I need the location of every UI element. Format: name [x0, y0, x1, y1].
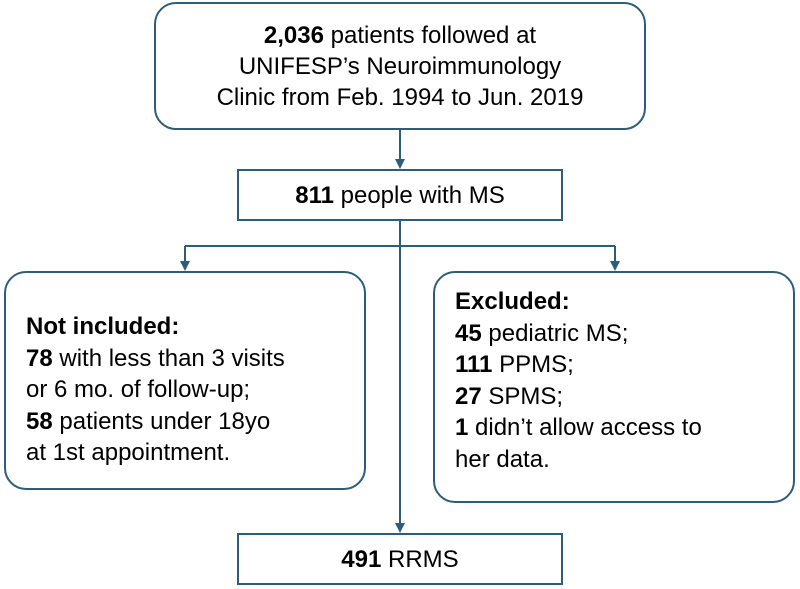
excluded-item-3: 27 SPMS;	[455, 382, 564, 410]
not-included-box: Not included: 78 with less than 3 visits…	[4, 271, 366, 490]
not-included-item-2-cont: at 1st appointment.	[26, 439, 231, 466]
excluded-heading: Excluded:	[455, 288, 570, 315]
excluded-item-1: 45 pediatric MS;	[455, 319, 629, 347]
source-population-box: 2,036 patients followed at UNIFESP’s Neu…	[154, 2, 646, 130]
source-line-1: 2,036 patients followed at	[263, 21, 537, 49]
excluded-item-4-cont: her data.	[455, 445, 550, 473]
excluded-item-4: 1 didn’t allow access to	[455, 414, 702, 441]
ms-line: 811 people with MS	[295, 181, 505, 209]
excluded-box: Excluded: 45 pediatric MS; 111 PPMS; 27 …	[433, 271, 795, 503]
rrms-line: 491 RRMS	[341, 545, 459, 573]
not-included-item-1: 78 with less than 3 visits	[26, 344, 285, 372]
ms-population-box: 811 people with MS	[237, 169, 563, 221]
source-line-3: Clinic from Feb. 1994 to Jun. 2019	[216, 83, 584, 111]
rrms-box: 491 RRMS	[237, 533, 563, 585]
not-included-item-2: 58 patients under 18yo	[26, 407, 271, 435]
not-included-heading: Not included:	[26, 313, 180, 340]
excluded-item-2: 111 PPMS;	[455, 351, 574, 378]
source-line-2: UNIFESP’s Neuroimmunology	[238, 52, 562, 80]
not-included-item-1-cont: or 6 mo. of follow-up;	[26, 376, 251, 403]
